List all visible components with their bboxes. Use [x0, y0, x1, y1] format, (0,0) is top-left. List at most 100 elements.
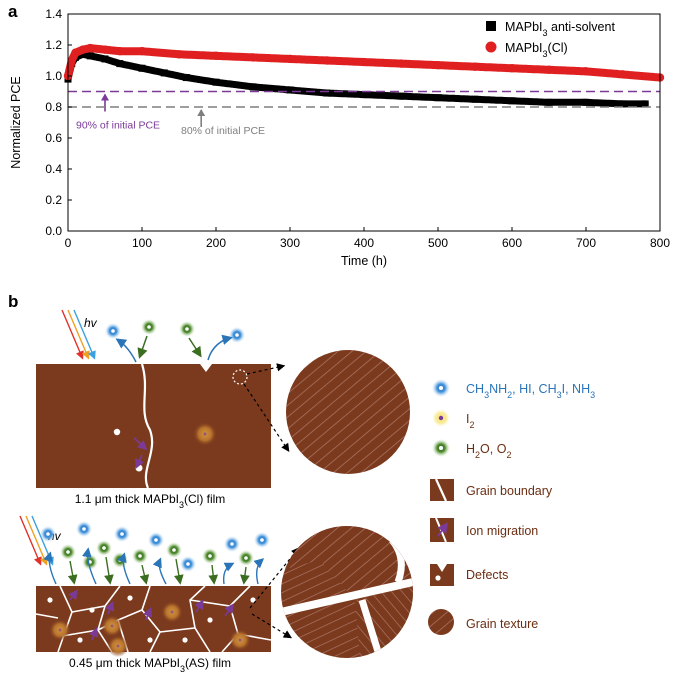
legend-marker-circle-icon [485, 41, 497, 53]
y-ticks: 0.0 0.2 0.4 0.6 0.8 1.0 1.2 1.4 [45, 7, 72, 238]
outgassing-arrow [117, 552, 131, 585]
iodine-diffusion-glow [101, 615, 123, 637]
ingress-arrow [240, 566, 250, 585]
data-point [433, 60, 443, 70]
defect-dot [127, 595, 133, 601]
y-tick-label: 0.8 [45, 100, 62, 114]
zoom-region-top [232, 369, 248, 385]
x-tick-label: 0 [65, 236, 72, 250]
y-tick-label: 0.2 [45, 193, 62, 207]
x-tick-label: 600 [502, 236, 522, 250]
data-point [212, 78, 220, 86]
film-bottom [35, 521, 272, 657]
legend-grain-boundary: Grain boundary [466, 484, 553, 498]
data-point [248, 53, 258, 62]
grain-texture-zoom-bottom [281, 526, 413, 658]
data-point [160, 69, 168, 77]
series-layer [63, 43, 665, 108]
y-tick-label: 1.4 [45, 7, 62, 21]
y-axis-label: Normalized PCE [9, 76, 23, 168]
outgassing-arrow [253, 558, 265, 585]
data-point [397, 92, 405, 100]
iodine-diffusion-glow [107, 635, 129, 657]
pce-chart: 0 100 200 300 400 500 600 700 800 0.00.20.40.60.… [9, 7, 670, 268]
grain-boundary-line [35, 613, 59, 619]
grain-boundary-line [140, 363, 154, 489]
data-point [211, 51, 221, 61]
data-point [322, 56, 332, 65]
data-point [86, 52, 94, 60]
data-point [618, 70, 628, 79]
legend-blue-species: CH3NH2, HI, CH3I, NH3 [466, 382, 595, 400]
legend-marker-square-icon [486, 21, 496, 31]
grain-boundary-line [141, 585, 161, 653]
legend-entry-anti-solvent: MAPbI3 anti-solvent [505, 20, 615, 38]
legend-defects: Defects [466, 568, 508, 582]
x-tick-label: 800 [650, 236, 670, 250]
ion-migration-arrow [194, 599, 204, 613]
ion-migration-arrow [143, 607, 153, 621]
data-point [641, 100, 649, 108]
data-point [545, 98, 553, 106]
defect-dot [113, 428, 121, 436]
data-point [470, 62, 480, 71]
ingress-arrow [104, 556, 114, 585]
ingress-arrow [139, 564, 150, 585]
ion-migration-arrow [68, 589, 78, 601]
outgassing-arrow [43, 551, 57, 585]
ion-migration-icon [430, 517, 454, 543]
data-point [619, 100, 627, 108]
x-tick-label: 200 [206, 236, 226, 250]
iodine-diffusion-glow [229, 629, 251, 651]
defect-dot [89, 607, 95, 613]
outgassing-arrow [222, 562, 235, 585]
data-point [100, 45, 110, 54]
data-point [138, 64, 146, 72]
defect-dot [207, 617, 213, 623]
x-tick-label: 400 [354, 236, 374, 250]
defects-icon [430, 564, 454, 586]
ingress-arrow [67, 560, 78, 585]
defect-dot [47, 597, 53, 603]
data-point [174, 50, 184, 59]
ion-migration-arrow [224, 603, 234, 617]
y-tick-label: 1.2 [45, 38, 62, 52]
data-point [79, 50, 87, 58]
outgassing-arrow [82, 547, 97, 585]
data-point [323, 89, 331, 97]
data-point [78, 45, 88, 54]
reference-arrow-head [101, 93, 109, 101]
x-axis-label: Time (h) [341, 254, 387, 268]
data-point [471, 95, 479, 103]
data-point [507, 64, 517, 73]
x-tick-label: 500 [428, 236, 448, 250]
reference-lines [68, 90, 660, 127]
data-point [582, 98, 590, 106]
x-tick-label: 300 [280, 236, 300, 250]
data-point [508, 97, 516, 105]
ion-migration-arrow [105, 601, 115, 615]
x-ticks: 0 100 200 300 400 500 600 700 800 [65, 227, 670, 250]
film-bottom-label: 0.45 μm thick MAPbI3(AS) film [69, 656, 231, 674]
data-point [581, 67, 591, 76]
iodine-diffusion-glow [161, 601, 183, 623]
iodine-diffusion-glow [49, 619, 71, 641]
film-top-label: 1.1 μm thick MAPbI3(Cl) film [75, 492, 226, 510]
panel-b-letter: b [8, 292, 18, 311]
data-point [286, 86, 294, 94]
grain-boundary-icon [430, 478, 454, 502]
ingress-arrow [173, 558, 184, 585]
y-tick-label: 0.4 [45, 162, 62, 176]
y-tick-label: 0.0 [45, 224, 62, 238]
series-1 [63, 43, 665, 82]
iodine-diffusion-glow [193, 422, 217, 446]
diagram-legend: CH3NH2, HI, CH3I, NH3 I2 H2O, O2 Grain b… [428, 379, 595, 635]
ingress-arrow [208, 564, 219, 585]
grain-texture-zoom-top [286, 350, 410, 474]
defect-dot [182, 637, 188, 643]
light-rays-top-icon [61, 309, 96, 360]
outgassing-arrow [152, 557, 167, 585]
data-point [67, 56, 76, 65]
data-point [285, 54, 295, 64]
